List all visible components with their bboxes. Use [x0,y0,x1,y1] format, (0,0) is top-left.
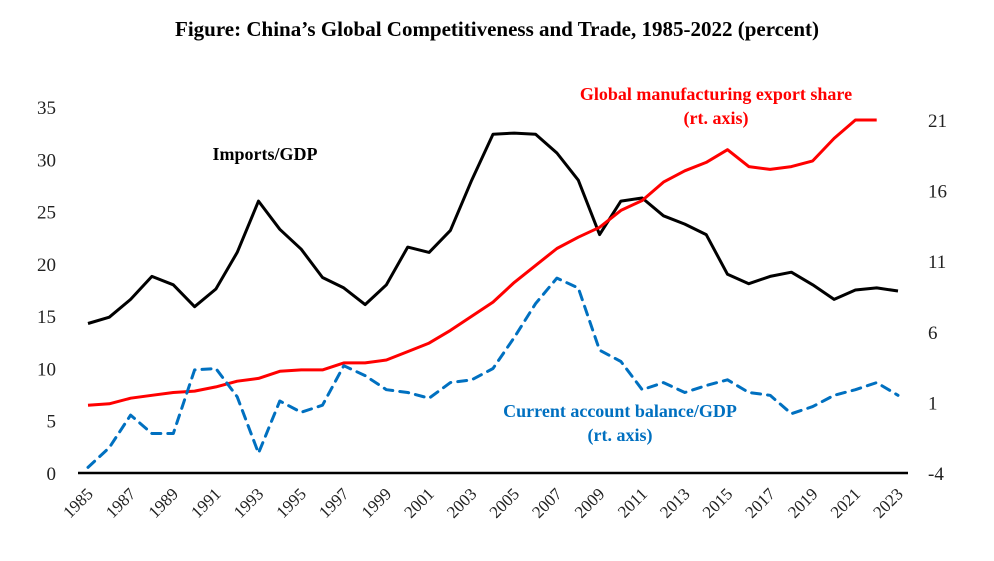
x-tick-label: 2005 [486,484,523,521]
y-left-tick-label: 10 [37,359,56,380]
y-right-tick-label: 11 [928,252,946,273]
y-left-tick-label: 0 [47,464,57,485]
x-tick-label: 2001 [400,484,437,521]
y-right-tick-label: 16 [928,182,947,203]
x-tick-label: 1993 [230,484,267,521]
series-lines [86,118,900,469]
export-share-label: Global manufacturing export share [580,84,852,104]
x-tick-label: 2011 [614,484,651,521]
y-left-tick-label: 20 [37,255,56,276]
y-axis-left: 0 5 10 15 20 25 30 35 [37,98,56,485]
x-axis: 1985 1987 1989 1991 1993 1995 1997 1999 2001 2003… [59,471,908,522]
x-tick-label: 1991 [187,484,224,521]
y-left-tick-label: 5 [47,412,57,433]
y-right-tick-label: 1 [928,393,938,414]
series-line-current-account-balance-gdp [86,276,900,469]
x-tick-label: 2017 [741,484,779,522]
x-tick-label: 1995 [273,484,310,521]
y-right-tick-label: 6 [928,323,938,344]
x-tick-label: 2021 [827,484,864,521]
x-tick-label: 2015 [699,484,736,521]
x-tick-label: 2003 [443,484,480,521]
y-left-tick-label: 30 [37,150,56,171]
imports-gdp-label: Imports/GDP [213,144,318,164]
y-right-tick-label: 21 [928,111,947,132]
x-tick-label: 1999 [358,484,395,521]
x-tick-label: 2023 [869,484,906,521]
x-tick-label: 2009 [571,484,608,521]
y-left-tick-label: 35 [37,98,56,119]
x-tick-label: 1987 [102,484,140,522]
chart-title: Figure: China’s Global Competitiveness a… [175,17,819,41]
export-share-axis-note: (rt. axis) [684,108,749,129]
y-right-tick-label: -4 [928,464,944,485]
x-tick-label: 1985 [59,484,96,521]
current-account-label: Current account balance/GDP [503,401,737,421]
x-tick-label: 2013 [656,484,693,521]
x-tick-label: 2007 [528,484,566,522]
y-left-tick-label: 15 [37,307,56,328]
x-tick-label: 2019 [784,484,821,521]
series-line-global-manufacturing-export-share [87,118,877,407]
current-account-axis-note: (rt. axis) [588,425,653,446]
x-tick-label: 1997 [315,484,353,522]
y-left-tick-label: 25 [37,203,56,224]
series-line-imports-gdp [87,131,899,325]
x-tick-label: 1989 [145,484,182,521]
